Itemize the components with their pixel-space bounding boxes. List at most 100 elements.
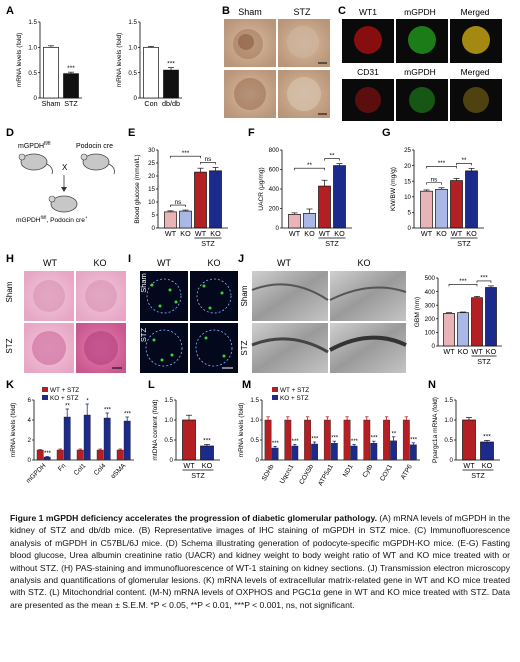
significance-label: *** xyxy=(182,150,190,157)
y-tick-label: 15 xyxy=(404,178,411,185)
bar xyxy=(462,419,476,461)
panel-letter-n: N xyxy=(428,379,436,391)
y-tick-label: 5 xyxy=(408,210,412,217)
category-label: WT xyxy=(165,229,177,238)
y-axis-label: mRNA levels (fold) xyxy=(116,33,123,88)
significance-bracket xyxy=(200,162,216,165)
category-label: KO xyxy=(436,229,447,238)
bar xyxy=(370,443,378,461)
j-col-ko: KO xyxy=(357,258,370,268)
significance-label: *** xyxy=(331,436,339,442)
bar xyxy=(163,69,179,99)
bar xyxy=(103,417,111,461)
category-label: Con xyxy=(144,99,157,108)
significance-bracket xyxy=(426,166,457,169)
significance-label: *** xyxy=(483,433,491,440)
legend-swatch xyxy=(272,387,278,392)
b-col-stz: STZ xyxy=(294,7,312,17)
bar xyxy=(457,312,469,347)
y-tick-label: 200 xyxy=(425,316,436,323)
significance-label: *** xyxy=(67,65,75,72)
significance-label: ** xyxy=(392,431,397,437)
y-tick-label: 20 xyxy=(404,163,411,170)
panel-letter-e: E xyxy=(128,127,135,139)
y-tick-label: 30 xyxy=(148,147,155,154)
y-tick-label: 0.5 xyxy=(128,70,137,77)
y-tick-label: 10 xyxy=(148,199,155,206)
group-label: STZ xyxy=(477,357,491,366)
y-axis-label: GBM (nm) xyxy=(414,297,421,327)
y-tick-label: 600 xyxy=(269,167,280,174)
bar xyxy=(43,46,59,99)
significance-label: ns xyxy=(175,199,182,206)
significance-label: *** xyxy=(44,451,52,457)
panel-letter-c: C xyxy=(338,5,346,17)
bar xyxy=(330,443,338,461)
category-label: COX1 xyxy=(379,463,394,482)
category-label: ND1 xyxy=(342,463,355,478)
category-label: WT xyxy=(319,229,331,238)
significance-label: *** xyxy=(203,437,211,444)
c-label-wt1: WT1 xyxy=(359,7,377,17)
bar xyxy=(450,180,463,229)
y-axis-label: mRNA levels (fold) xyxy=(10,403,17,458)
y-tick-label: 15 xyxy=(148,186,155,193)
category-label: WT xyxy=(463,461,475,470)
chart-a2: 0 0.5 1.0 1.5 mRNA levels (fold) Con db/db *** xyxy=(116,19,182,108)
category-label: KO xyxy=(482,461,493,470)
y-axis-label: mRNA levels (fold) xyxy=(16,33,23,88)
d-cross-label: X xyxy=(62,163,68,172)
y-tick-label: 0 xyxy=(450,457,454,464)
y-tick-label: 6 xyxy=(28,397,32,404)
category-label: COX5b xyxy=(298,463,315,486)
caption-body: (A) mRNA levels of mGPDH in the kidney o… xyxy=(10,513,510,610)
d-mouse1-label: mGPDHfl/fl xyxy=(18,141,50,150)
h-row-stz: STZ xyxy=(5,338,14,353)
bar xyxy=(288,214,301,229)
significance-label: *** xyxy=(438,160,446,167)
group-label: STZ xyxy=(457,239,471,248)
significance-label: ** xyxy=(65,404,70,410)
bar xyxy=(291,445,299,461)
panel-letter-m: M xyxy=(242,379,251,391)
i-col-wt: WT xyxy=(157,258,171,268)
i-row-stz: STZ xyxy=(139,328,148,343)
legend-entry: WT + STZ xyxy=(280,387,309,394)
bar xyxy=(480,441,494,461)
bar xyxy=(402,419,410,461)
y-tick-label: 4 xyxy=(28,417,32,424)
significance-label: ** xyxy=(307,162,312,169)
y-tick-label: 1.5 xyxy=(28,19,37,26)
h-col-ko: KO xyxy=(93,258,106,268)
bar xyxy=(304,419,311,461)
c-label-cd31: CD31 xyxy=(357,67,379,77)
significance-bracket xyxy=(476,280,492,283)
h-row-sham: Sham xyxy=(5,281,14,302)
significance-label: * xyxy=(86,399,89,405)
y-tick-label: 0.5 xyxy=(444,437,453,444)
category-label: mGPDH xyxy=(25,462,47,484)
category-label: KO xyxy=(304,229,315,238)
category-label: Fn xyxy=(57,462,68,473)
category-label: Cytb xyxy=(362,463,375,479)
y-tick-label: 1.0 xyxy=(164,417,173,424)
d-mouse2-icon xyxy=(80,153,115,175)
panel-letter-i: I xyxy=(128,253,131,265)
y-tick-label: 0 xyxy=(28,457,32,464)
bar xyxy=(443,313,455,347)
category-label: KO xyxy=(202,461,213,470)
category-label: SDHb xyxy=(261,463,276,482)
category-label: WT xyxy=(471,347,483,356)
category-label: KO xyxy=(466,229,477,238)
significance-label: ns xyxy=(431,177,438,184)
category-label: KO xyxy=(210,229,221,238)
bar xyxy=(123,420,131,461)
category-label: ATP6 xyxy=(400,463,414,481)
significance-label: *** xyxy=(311,437,319,443)
d-mouse2-label: Podocin cre xyxy=(76,143,113,150)
significance-label: *** xyxy=(351,439,359,445)
panel-letter-j: J xyxy=(238,253,244,265)
